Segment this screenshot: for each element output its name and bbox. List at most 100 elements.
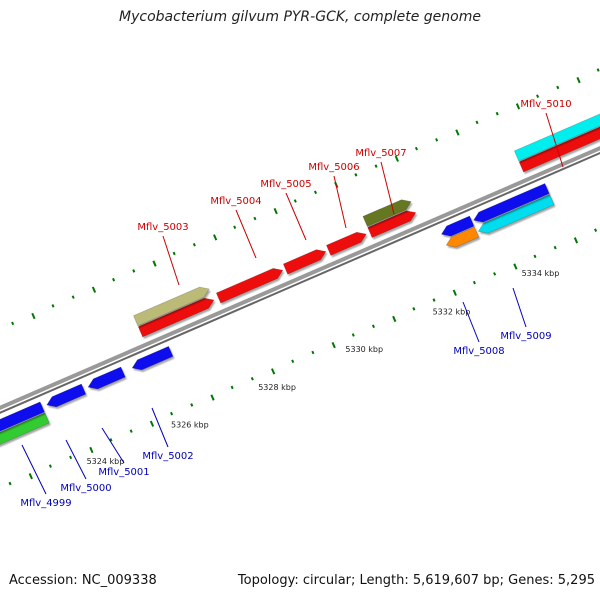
tick-mark	[576, 76, 581, 84]
gene-mflv-5004	[215, 268, 284, 304]
accession-label: Accession: NC_009338	[9, 573, 157, 588]
backbone-lower	[0, 151, 600, 414]
gene-arrow	[131, 345, 174, 371]
gene-mflv-5007	[362, 199, 412, 227]
tick-mark	[230, 385, 234, 390]
gene-mflv-5007	[367, 210, 417, 238]
gene-leader-line	[333, 175, 347, 229]
tick-mark	[573, 237, 579, 244]
gene-mflv-5001	[87, 366, 126, 390]
tick-mark	[91, 286, 97, 293]
tick-mark	[28, 473, 33, 480]
scale-tick-label: 5328 kbp	[258, 383, 296, 392]
gene-label: Mflv_4999	[20, 498, 71, 509]
gene-label: Mflv_5004	[210, 196, 261, 207]
gene-arrow	[362, 199, 412, 227]
tick-mark	[170, 411, 174, 416]
tick-mark	[371, 324, 375, 329]
tick-mark	[374, 164, 378, 168]
tick-mark	[192, 242, 196, 247]
tick-mark	[414, 146, 418, 151]
scale-tick-label: 5334 kbp	[522, 269, 560, 278]
tick-mark	[495, 111, 499, 116]
scale-tick-label: 5324 kbp	[87, 457, 125, 466]
gene-mflv-5003	[137, 297, 215, 338]
tick-mark	[69, 455, 73, 460]
gene-mflv-5000	[0, 401, 45, 432]
tick-mark	[210, 394, 215, 401]
tick-mark	[596, 68, 600, 72]
gene-arrow	[133, 286, 210, 327]
gene-arrow	[445, 226, 480, 248]
gene-leader-line	[380, 161, 395, 215]
tick-mark	[271, 368, 276, 375]
tick-mark	[152, 260, 157, 267]
gene-mflv-5002	[131, 345, 174, 371]
tick-mark	[452, 289, 457, 296]
gene-arrow	[46, 383, 87, 408]
gene-arrow	[441, 215, 475, 237]
backbone-upper	[0, 145, 600, 411]
gene-leader-line	[65, 439, 87, 480]
gene-label: Mflv_5003	[137, 222, 188, 233]
tick-mark	[351, 333, 355, 337]
gene-arrow	[0, 401, 45, 432]
tick-mark	[493, 272, 497, 276]
gene-mflv-5009	[473, 183, 550, 223]
tick-mark	[354, 173, 358, 177]
tick-mark	[435, 138, 439, 142]
tick-mark	[253, 216, 257, 221]
gene-label: Mflv_5000	[60, 483, 111, 494]
gene-arrow	[282, 249, 327, 275]
gene-leader-line	[545, 112, 564, 168]
tick-mark	[432, 298, 436, 302]
tick-mark	[291, 359, 295, 364]
tick-mark	[394, 155, 399, 162]
gene-arrow	[473, 183, 550, 223]
tick-mark	[536, 94, 540, 98]
tick-mark	[213, 234, 218, 241]
tick-mark	[313, 190, 318, 195]
scale-tick-label: 5326 kbp	[171, 421, 209, 430]
gene-mflv-5008	[445, 226, 480, 248]
gene-label: Mflv_5006	[308, 162, 359, 173]
tick-mark	[51, 304, 55, 308]
tick-mark	[112, 277, 116, 282]
gene-label: Mflv_5005	[260, 179, 311, 190]
gene-arrow	[326, 231, 367, 256]
tick-mark	[132, 269, 136, 273]
tick-mark	[472, 280, 476, 285]
gene-arrow	[518, 126, 600, 173]
gene-mflv-5005	[282, 249, 327, 275]
lower-tick-track	[8, 228, 598, 486]
tick-mark	[515, 103, 521, 110]
tick-mark	[149, 420, 155, 427]
tick-mark	[11, 321, 15, 326]
tick-mark	[594, 228, 598, 232]
gene-arrow	[477, 194, 555, 234]
gene-leader-line	[21, 444, 47, 495]
tick-mark	[8, 481, 12, 486]
tick-mark	[190, 403, 194, 407]
gene-mflv-5000	[46, 383, 87, 408]
gene-leader-line	[151, 407, 169, 448]
map-title: Mycobacterium gilvum PYR-GCK, complete g…	[119, 9, 481, 25]
gene-mflv-5008	[441, 215, 475, 237]
tick-mark	[109, 438, 113, 442]
gene-mflv-4999	[0, 412, 50, 445]
gene-label: Mflv_5009	[500, 331, 551, 342]
gene-leader-line	[462, 301, 480, 343]
gene-leader-line	[512, 287, 527, 328]
tick-mark	[293, 199, 297, 203]
tick-mark	[513, 263, 518, 270]
gene-label: Mflv_5001	[98, 467, 149, 478]
tick-mark	[48, 464, 52, 468]
gene-arrow	[215, 268, 284, 304]
tick-mark	[233, 225, 237, 230]
gene-leader-line	[101, 427, 125, 464]
genome-summary: Topology: circular; Length: 5,619,607 bp…	[237, 573, 595, 588]
tick-mark	[556, 85, 560, 90]
upper-tick-track	[11, 68, 600, 326]
tick-mark	[273, 208, 278, 215]
